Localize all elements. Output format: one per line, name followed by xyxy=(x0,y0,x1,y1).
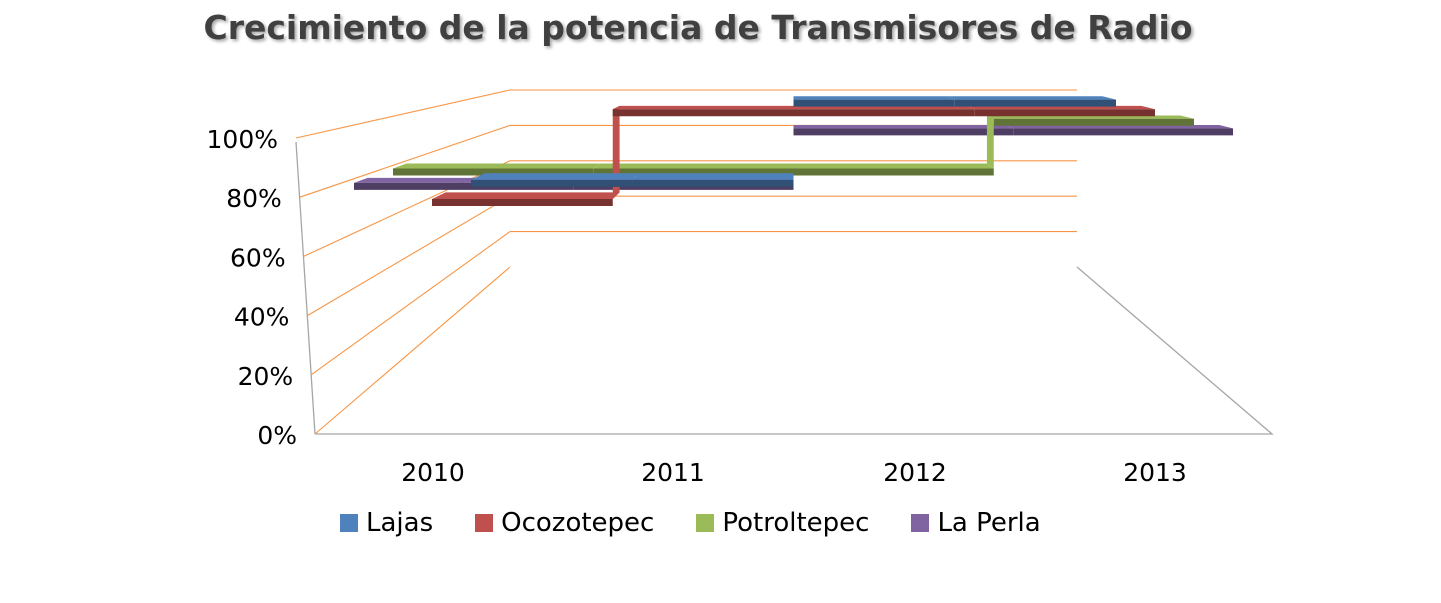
series-segment-top xyxy=(947,96,1116,100)
series-segment-side xyxy=(793,128,1014,136)
series-segment-top xyxy=(793,105,975,110)
chart-gridlines xyxy=(295,89,1077,435)
x-tick-label: 2010 xyxy=(401,458,465,487)
series-segment-side xyxy=(632,179,794,187)
series-segment-top xyxy=(967,105,1155,110)
y-tick-label: 40% xyxy=(234,303,290,332)
series-potroltepec xyxy=(393,115,1194,176)
series-segment-side xyxy=(993,118,1194,126)
legend-swatch xyxy=(475,514,494,532)
legend-swatch xyxy=(696,514,715,532)
legend-swatch xyxy=(340,514,358,532)
floor-edge xyxy=(315,266,1274,435)
y-tick-label: 0% xyxy=(257,421,297,450)
x-tick-label: 2013 xyxy=(1123,458,1187,487)
series-segment-top xyxy=(1006,125,1233,129)
side-wall-gridline xyxy=(314,266,511,435)
legend-swatch xyxy=(911,514,930,532)
y-tick-label: 80% xyxy=(226,184,282,213)
series-segment-top xyxy=(793,125,1014,129)
series-segment-side xyxy=(612,109,794,117)
chart-title: Crecimiento de la potencia de Transmisor… xyxy=(203,8,1193,47)
series-segment-top xyxy=(793,163,994,169)
series-segment-top xyxy=(986,115,994,169)
side-wall-gridline xyxy=(299,124,511,198)
y-axis-ticks: 0% 20% 40% 60% 80% 100% xyxy=(207,125,297,450)
y-tick-label: 60% xyxy=(230,243,286,272)
x-tick-label: 2011 xyxy=(641,458,705,487)
legend-item: Ocozotepec xyxy=(475,508,654,538)
side-wall-gridline xyxy=(303,160,511,257)
series-segment-side xyxy=(954,99,1116,107)
side-wall-gridline xyxy=(295,89,511,139)
legend-item: Potroltepec xyxy=(696,508,869,538)
legend-item: Lajas xyxy=(340,508,433,538)
side-wall-gridline xyxy=(307,195,511,317)
series-ocozotepec xyxy=(432,105,1155,207)
chart-walls xyxy=(295,141,1274,435)
legend-label: Potroltepec xyxy=(722,508,870,538)
series-segment-top xyxy=(432,192,620,200)
x-axis-ticks: 2010 2011 2012 2013 xyxy=(401,458,1187,487)
series-segment-side xyxy=(793,109,975,117)
y-tick-label: 20% xyxy=(238,362,294,391)
series-segment-top xyxy=(612,105,794,110)
series-segment-side xyxy=(432,199,613,207)
series-lajas xyxy=(471,96,1116,187)
side-wall-edge xyxy=(295,141,316,435)
series-segment-top xyxy=(793,96,955,100)
series-segment-side xyxy=(793,99,955,107)
chart-legend: Lajas Ocozotepec Potroltepec La Perla xyxy=(340,508,1083,538)
x-tick-label: 2012 xyxy=(883,458,947,487)
side-wall-gridline xyxy=(310,231,511,376)
legend-label: Ocozotepec xyxy=(501,508,655,538)
series-segment-top xyxy=(986,115,1194,119)
series-segment-side xyxy=(974,109,1155,117)
series-segment-side xyxy=(1013,128,1233,136)
series-segment-side xyxy=(471,179,633,187)
legend-label: Lajas xyxy=(366,508,434,538)
series-segment-top xyxy=(393,163,601,169)
legend-item: La Perla xyxy=(911,508,1041,538)
chart-series xyxy=(354,96,1233,207)
legend-label: La Perla xyxy=(937,508,1041,538)
series-segment-top xyxy=(471,173,640,180)
series-segment-side xyxy=(793,168,994,176)
y-tick-label: 100% xyxy=(207,125,278,154)
series-segment-top xyxy=(593,163,794,169)
series-segment-top xyxy=(632,173,794,180)
